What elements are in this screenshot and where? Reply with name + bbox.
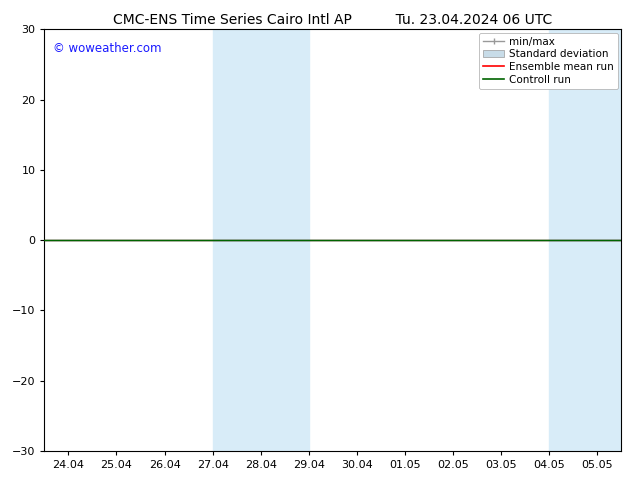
Bar xyxy=(212,29,309,451)
Text: © woweather.com: © woweather.com xyxy=(53,42,162,55)
Legend: min/max, Standard deviation, Ensemble mean run, Controll run: min/max, Standard deviation, Ensemble me… xyxy=(479,32,618,89)
Title: CMC-ENS Time Series Cairo Intl AP          Tu. 23.04.2024 06 UTC: CMC-ENS Time Series Cairo Intl AP Tu. 23… xyxy=(113,13,552,27)
Bar xyxy=(549,29,621,451)
